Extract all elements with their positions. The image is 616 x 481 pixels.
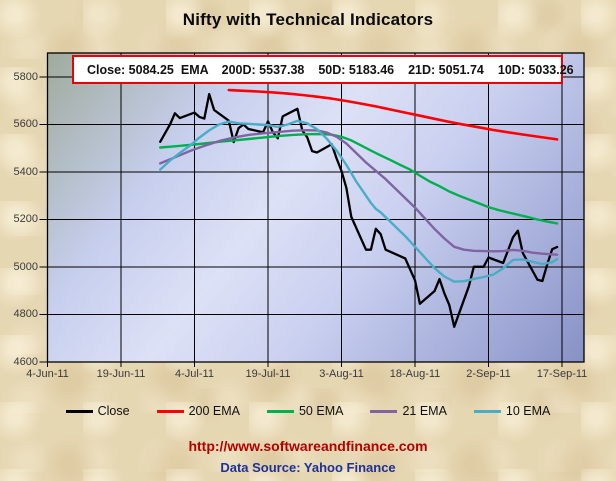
plot-area-background (48, 53, 584, 362)
legend-line-swatch (473, 409, 501, 413)
y-axis-tick-label: 5200 (13, 213, 38, 226)
close-value: Close: 5084.25 (87, 62, 174, 77)
series-line-21-ema (158, 128, 559, 256)
y-axis-tick-label: 4600 (13, 356, 38, 368)
ema-21d-value: 21D: 5051.74 (408, 62, 484, 77)
legend-label: 50 EMA (298, 404, 344, 418)
ema-tag: EMA (180, 62, 209, 77)
ema-200d-value: 200D: 5537.38 (221, 62, 305, 77)
x-axis-tick-label: 3-Aug-11 (319, 368, 364, 380)
data-source-text: Data Source: Yahoo Finance (220, 460, 396, 475)
chart-title: Nifty with Technical Indicators (182, 10, 434, 29)
legend-label: 21 EMA (402, 404, 447, 418)
indicator-values-box: Close: 5084.25 EMA 200D: 5537.38 50D: 51… (72, 55, 574, 84)
chart-legend: Close 200 EMA 50 EMA 21 EMA 10 EMA (0, 404, 616, 418)
legend-label: 200 EMA (188, 404, 240, 418)
series-line-200-ema (227, 88, 559, 141)
x-axis-tick-label: 18-Aug-11 (389, 368, 441, 380)
legend-line-swatch (370, 409, 398, 413)
series-line-10-ema (158, 119, 559, 283)
x-axis-tick-label: 19-Jul-11 (245, 368, 291, 380)
legend-item-200-ema: 200 EMA (156, 404, 240, 418)
y-axis-tick-label: 5000 (13, 260, 38, 273)
legend-item-50-ema: 50 EMA (266, 404, 344, 418)
series-line-50-ema (158, 132, 559, 225)
ema-10d-value: 10D: 5033.26 (497, 62, 574, 77)
ema-50d-value: 50D: 5183.46 (318, 62, 395, 77)
x-axis-tick-label: 4-Jun-11 (26, 368, 69, 380)
x-axis-tick-label: 17-Sep-11 (536, 368, 588, 380)
legend-line-swatch (65, 409, 93, 413)
legend-item-21-ema: 21 EMA (370, 404, 447, 418)
x-axis-tick-label: 2-Sep-11 (466, 368, 511, 380)
legend-label: Close (97, 404, 130, 418)
y-axis-tick-label: 4800 (13, 308, 38, 321)
plot-border (46, 52, 585, 363)
x-axis-tick-label: 19-Jun-11 (96, 368, 146, 380)
x-axis-tick-label: 4-Jul-11 (175, 368, 214, 380)
legend-line-swatch (156, 409, 184, 413)
y-axis-tick-label: 5600 (13, 118, 38, 131)
y-axis-tick-label: 5400 (13, 165, 38, 178)
y-axis-tick-label: 5800 (13, 70, 38, 83)
legend-item-10-ema: 10 EMA (473, 404, 551, 418)
legend-label: 10 EMA (505, 404, 551, 418)
legend-item-close: Close (65, 404, 130, 418)
legend-line-swatch (266, 409, 294, 413)
website-url-text: http://www.softwareandfinance.com (188, 438, 428, 454)
